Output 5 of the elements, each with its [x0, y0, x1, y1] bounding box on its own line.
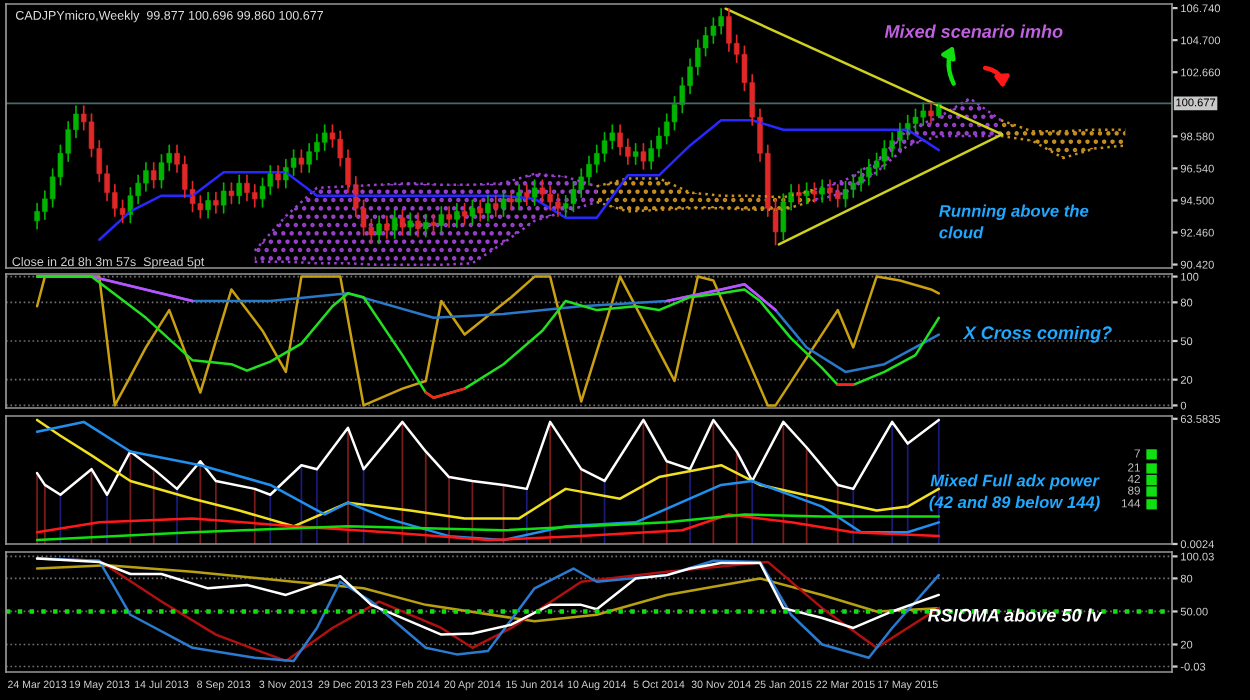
- annotation: Mixed scenario imho: [884, 24, 1063, 38]
- annotation: RSIOMA above 50 lv: [927, 608, 1103, 622]
- annotation: Running above the cloud: [939, 204, 1089, 239]
- annotation: Mixed Full adx power (42 and 89 below 144): [929, 474, 1100, 512]
- annotation: X Cross coming?: [962, 325, 1112, 343]
